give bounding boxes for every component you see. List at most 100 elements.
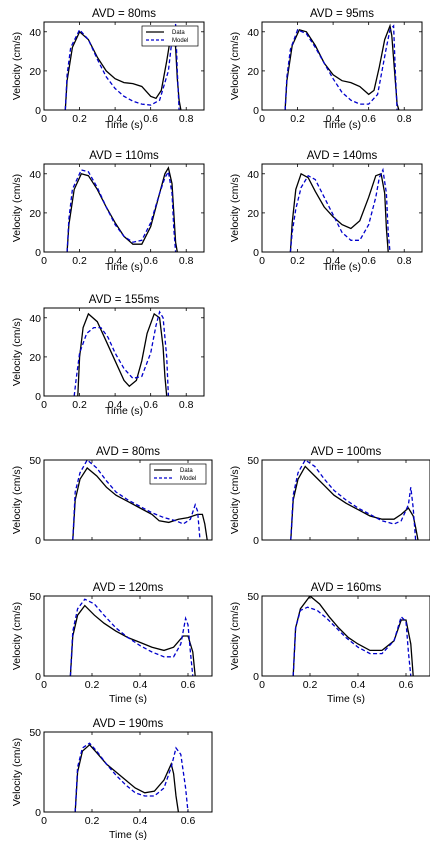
x-tick-label: 0.2	[72, 113, 87, 125]
x-tick-label: 0.6	[143, 399, 158, 411]
y-tick-label: 0	[253, 671, 259, 683]
subplot-title: AVD = 120ms	[93, 582, 164, 594]
y-tick-label: 0	[35, 247, 41, 259]
x-tick-label: 0.8	[397, 113, 412, 125]
y-tick-label: 0	[253, 105, 259, 117]
y-tick-label: 40	[247, 169, 259, 181]
x-axis-label: Time (s)	[323, 119, 361, 131]
legend-label-data: Data	[180, 468, 193, 474]
y-axis-label: Velocity (cm/s)	[11, 174, 23, 242]
subplot-title: AVD = 160ms	[311, 582, 382, 594]
y-axis-label: Velocity (cm/s)	[229, 466, 241, 534]
plot-frame	[43, 307, 205, 397]
y-tick-label: 0	[35, 671, 41, 683]
y-tick-label: 50	[29, 591, 41, 603]
y-tick-label: 40	[29, 313, 41, 325]
y-tick-label: 20	[247, 208, 259, 220]
subplot-title: AVD = 190ms	[93, 718, 164, 730]
x-tick-label: 0.4	[326, 113, 341, 125]
series-line-model	[290, 460, 417, 540]
x-axis-label: Time (s)	[327, 693, 365, 705]
x-tick-label: 0.2	[303, 679, 318, 691]
x-tick-label: 0	[259, 679, 265, 691]
x-tick-label: 0	[41, 399, 47, 411]
series-line-model	[284, 24, 398, 110]
y-axis-label: Velocity (cm/s)	[11, 318, 23, 386]
x-tick-label: 0.6	[181, 815, 196, 827]
x-axis-label: Time (s)	[105, 119, 143, 131]
x-tick-label: 0.6	[361, 255, 376, 267]
plot-frame	[261, 595, 430, 677]
legend-label-model: Model	[180, 476, 196, 482]
y-tick-label: 50	[247, 591, 259, 603]
x-tick-label: 0.6	[361, 113, 376, 125]
plot-frame	[261, 21, 423, 111]
series-line-model	[66, 169, 177, 252]
subplot-5: AVD = 155ms 0 0.2 0.4 0.6 0.8 0 20 40 Time (s) Vel…	[11, 294, 205, 417]
subplot-title: AVD = 100ms	[311, 446, 382, 458]
subplot-title: AVD = 140ms	[307, 150, 378, 162]
plot-frame	[43, 21, 205, 111]
subplot-4: AVD = 140ms 0 0.2 0.4 0.6 0.8 0 20 40 Time (s) Vel…	[229, 150, 423, 273]
x-tick-label: 0	[41, 679, 47, 691]
y-tick-label: 20	[29, 208, 41, 220]
x-tick-label: 0	[41, 815, 47, 827]
subplot-8: AVD = 120ms 0 0.2 0.4 0.6 0 50 Time (s) Velocity…	[11, 582, 213, 705]
subplot-title: AVD = 80ms	[92, 8, 156, 20]
legend: Data Model	[141, 25, 199, 47]
series-line-model	[289, 167, 391, 252]
x-tick-label: 0	[259, 113, 265, 125]
plot-frame	[261, 163, 423, 253]
x-tick-label: 0.6	[181, 679, 196, 691]
plot-frame	[43, 163, 205, 253]
y-tick-label: 50	[29, 455, 41, 467]
x-tick-label: 0.2	[85, 815, 100, 827]
x-tick-label: 0.4	[108, 399, 123, 411]
plot-frame	[43, 595, 213, 677]
x-tick-label: 0.4	[133, 815, 148, 827]
subplot-title: AVD = 110ms	[89, 150, 159, 162]
series-line-data	[77, 312, 168, 396]
x-tick-label: 0.2	[85, 679, 100, 691]
y-tick-label: 0	[253, 535, 259, 547]
series-line-data	[290, 465, 419, 540]
y-axis-label: Velocity (cm/s)	[11, 32, 23, 100]
y-tick-label: 40	[29, 27, 41, 39]
plot-frame	[43, 459, 213, 541]
y-axis-label: Velocity (cm/s)	[229, 602, 241, 670]
subplot-10: AVD = 190ms 0 0.2 0.4 0.6 0 50 Time (s) Velocity…	[11, 718, 213, 841]
y-tick-label: 20	[247, 66, 259, 78]
y-tick-label: 50	[247, 455, 259, 467]
series-line-model	[292, 606, 412, 676]
x-tick-label: 0.4	[351, 679, 366, 691]
subplot-9: AVD = 160ms 0 0.2 0.4 0.6 0 50 Time (s) Velocity…	[229, 582, 430, 705]
x-tick-label: 0.4	[133, 679, 148, 691]
legend: Data Model	[149, 463, 207, 485]
y-tick-label: 0	[35, 391, 41, 403]
subplot-title: AVD = 80ms	[96, 446, 160, 458]
y-tick-label: 40	[247, 27, 259, 39]
plot-frame	[43, 731, 213, 813]
x-axis-label: Time (s)	[109, 829, 147, 841]
y-tick-label: 50	[29, 727, 41, 739]
x-tick-label: 0.8	[179, 399, 194, 411]
x-tick-label: 0.2	[290, 255, 305, 267]
x-tick-label: 0.2	[72, 399, 87, 411]
series-line-data	[284, 23, 400, 110]
y-tick-label: 20	[29, 66, 41, 78]
x-tick-label: 0.2	[290, 113, 305, 125]
x-tick-label: 0.8	[179, 255, 194, 267]
series-line-model	[74, 742, 189, 812]
subplot-2: AVD = 95ms 0 0.2 0.4 0.6 0.8 0 20 40 Time (s) Velo…	[229, 8, 423, 131]
series-line-model	[73, 310, 170, 396]
x-axis-label: Time (s)	[323, 261, 361, 273]
y-axis-label: Velocity (cm/s)	[229, 32, 241, 100]
subplot-title: AVD = 155ms	[89, 294, 160, 306]
legend-box	[141, 25, 199, 47]
x-axis-label: Time (s)	[105, 261, 143, 273]
x-tick-label: 0.8	[397, 255, 412, 267]
y-tick-label: 40	[29, 169, 41, 181]
series-line-data	[66, 166, 178, 252]
x-axis-label: Time (s)	[105, 405, 143, 417]
legend-label-data: Data	[172, 30, 185, 36]
